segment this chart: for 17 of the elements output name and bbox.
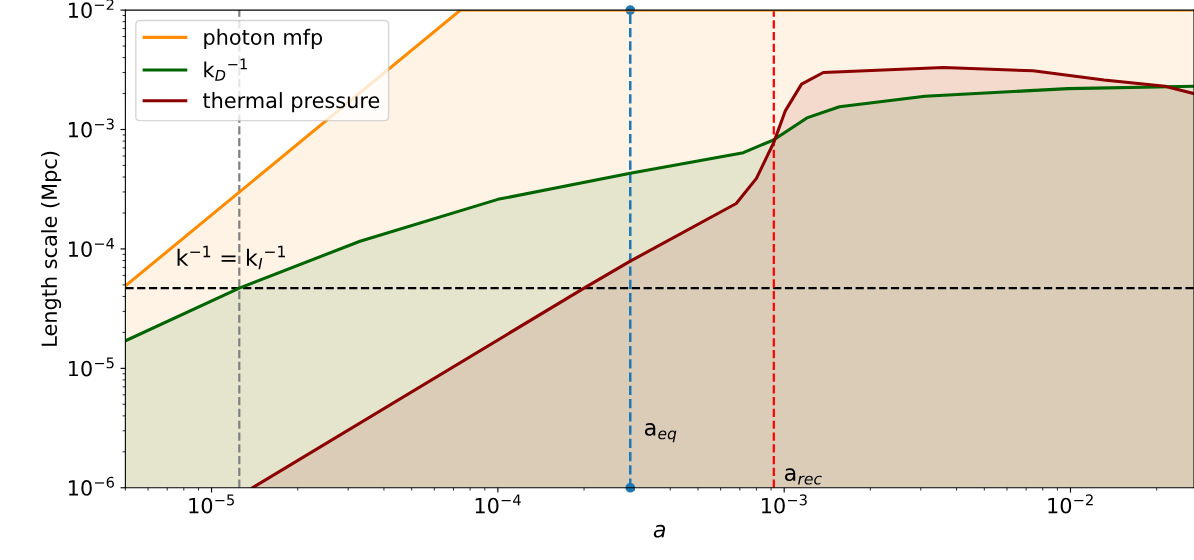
annotation: a$_{eq}$ [644, 423, 677, 443]
legend-label: thermal pressure [203, 92, 380, 113]
annotation: a$_{rec}$ [784, 468, 822, 485]
x-tick-label: 10$^{−2}$ [1048, 494, 1093, 514]
x-tick-label: 10$^{−4}$ [475, 494, 521, 514]
y-tick-label: 10$^{−6}$ [68, 476, 114, 496]
x-tick-label: 10$^{−3}$ [761, 494, 807, 514]
y-axis-title: Length scale (Mpc) [40, 151, 62, 346]
x-axis-title: a [653, 524, 666, 538]
legend-label: photon mfp [204, 28, 323, 49]
y-tick-label: 10$^{−2}$ [68, 0, 114, 19]
y-tick-label: 10$^{−4}$ [68, 238, 115, 257]
annotation: k$^{−1}$ = k$_{I}$$^{−1}$ [177, 245, 285, 270]
legend-label: k$_{D}$$^{−1}$ [204, 58, 247, 81]
x-tick-label: 10$^{−5}$ [189, 494, 235, 514]
y-tick-label: 10$^{−5}$ [68, 357, 114, 377]
y-tick-label: 10$^{−3}$ [68, 118, 114, 138]
